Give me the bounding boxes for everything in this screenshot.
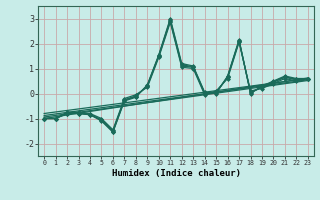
X-axis label: Humidex (Indice chaleur): Humidex (Indice chaleur) <box>111 169 241 178</box>
